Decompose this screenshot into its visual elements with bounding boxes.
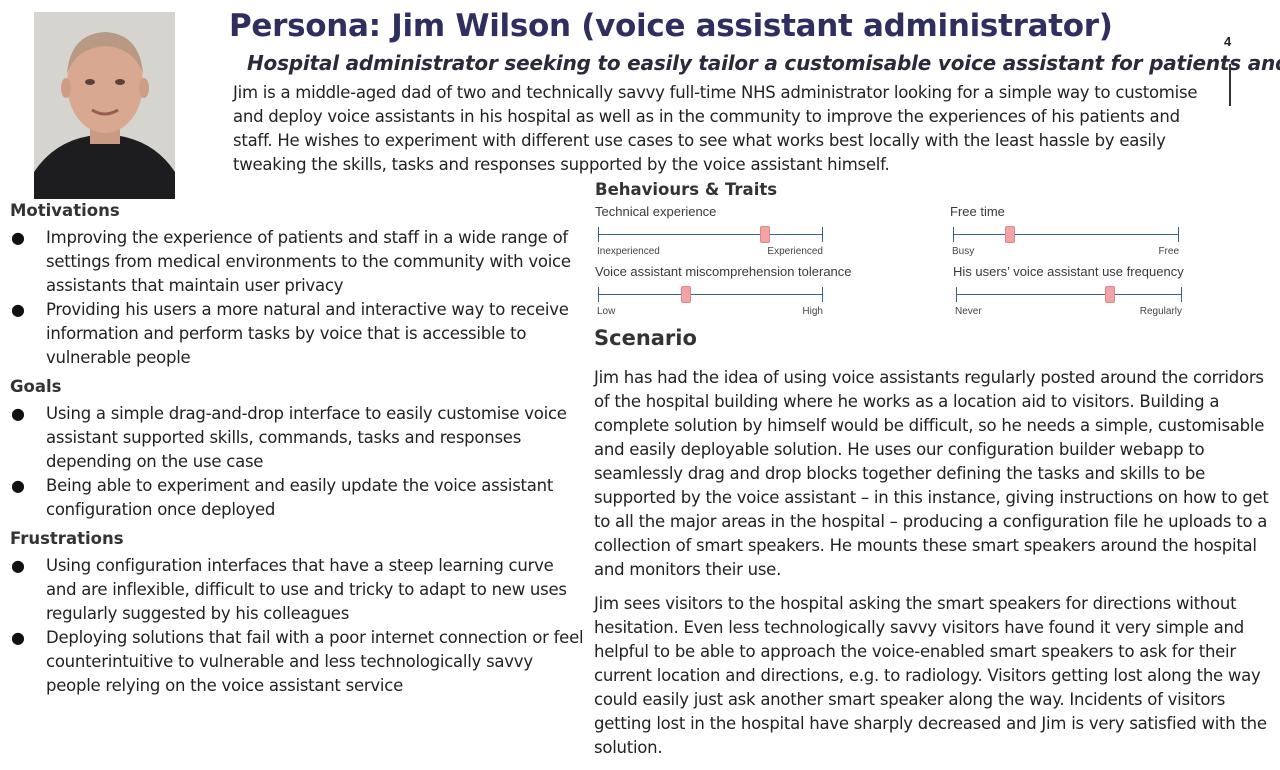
trait-tick-end xyxy=(822,227,823,242)
trait-tick-start xyxy=(956,287,957,302)
trait-users-use-frequency: His users’ voice assistant use frequency… xyxy=(953,264,1184,317)
trait-max-label: Free xyxy=(1158,246,1179,257)
frustrations-list: ● Using configuration interfaces that hav… xyxy=(10,554,588,698)
scenario-paragraph: Jim has had the idea of using voice assi… xyxy=(594,368,1269,579)
trait-max-label: Experienced xyxy=(767,246,823,257)
persona-intro: Jim is a middle-aged dad of two and tech… xyxy=(233,83,1198,174)
persona-details-column: Motivations ● Improving the experience of… xyxy=(10,200,588,704)
trait-tick-end xyxy=(1181,287,1182,302)
trait-min-label: Busy xyxy=(952,246,975,257)
trait-free-time: Free time Busy Free xyxy=(950,204,1179,257)
trait-min-label: Inexperienced xyxy=(597,246,660,257)
goals-list: ● Using a simple drag-and-drop interface … xyxy=(10,402,588,522)
page-subtitle: Hospital administrator seeking to easily… xyxy=(247,51,1280,75)
trait-track xyxy=(598,294,823,295)
trait-marker xyxy=(1004,226,1015,243)
page-number: 4 xyxy=(1224,34,1232,49)
trait-track xyxy=(953,234,1179,235)
trait-tick-end xyxy=(822,287,823,302)
trait-min-label: Never xyxy=(955,306,982,317)
goals-heading: Goals xyxy=(10,377,62,396)
list-item: ● Improving the experience of patients an… xyxy=(11,228,571,295)
trait-label: Free time xyxy=(950,204,1005,219)
trait-max-label: High xyxy=(802,306,823,317)
trait-track xyxy=(956,294,1182,295)
trait-min-label: Low xyxy=(597,306,616,317)
scenario-body: Jim has had the idea of using voice assi… xyxy=(594,366,1276,770)
list-item: ● Using a simple drag-and-drop interface … xyxy=(11,404,567,471)
bullet-icon: ● xyxy=(11,556,25,575)
page-number-rule xyxy=(1229,64,1231,106)
list-item: ● Providing his users a more natural and … xyxy=(11,300,569,367)
trait-label: His users’ voice assistant use frequency xyxy=(953,264,1184,279)
bullet-icon: ● xyxy=(11,476,25,495)
motivations-list: ● Improving the experience of patients an… xyxy=(10,226,588,370)
list-item: ● Using configuration interfaces that hav… xyxy=(11,556,567,623)
trait-miscomprehension-tolerance: Voice assistant miscomprehension toleran… xyxy=(595,264,852,317)
trait-label: Technical experience xyxy=(595,204,717,219)
trait-tick-start xyxy=(598,227,599,242)
trait-label: Voice assistant miscomprehension toleran… xyxy=(595,264,852,279)
trait-track xyxy=(598,234,823,235)
trait-marker xyxy=(680,286,691,303)
trait-max-label: Regularly xyxy=(1139,306,1182,317)
trait-marker xyxy=(759,226,770,243)
scenario-heading: Scenario xyxy=(594,326,697,350)
trait-tick-start xyxy=(598,287,599,302)
frustrations-heading: Frustrations xyxy=(10,529,124,548)
scenario-paragraph: Jim sees visitors to the hospital asking… xyxy=(594,594,1267,757)
trait-tick-start xyxy=(953,227,954,242)
persona-portrait-image xyxy=(34,12,175,199)
trait-technical-experience: Technical experience Inexperienced Exper… xyxy=(595,204,823,257)
trait-marker xyxy=(1104,286,1115,303)
page-title: Persona: Jim Wilson (voice assistant adm… xyxy=(229,8,1113,44)
traits-heading: Behaviours & Traits xyxy=(595,180,778,199)
bullet-icon: ● xyxy=(11,228,25,247)
list-item: ● Deploying solutions that fail with a po… xyxy=(11,628,584,695)
bullet-icon: ● xyxy=(11,628,25,647)
bullet-icon: ● xyxy=(11,300,25,319)
list-item: ● Being able to experiment and easily upd… xyxy=(11,476,554,519)
motivations-heading: Motivations xyxy=(10,201,120,220)
persona-photo xyxy=(34,12,175,199)
bullet-icon: ● xyxy=(11,404,25,423)
trait-tick-end xyxy=(1178,227,1179,242)
